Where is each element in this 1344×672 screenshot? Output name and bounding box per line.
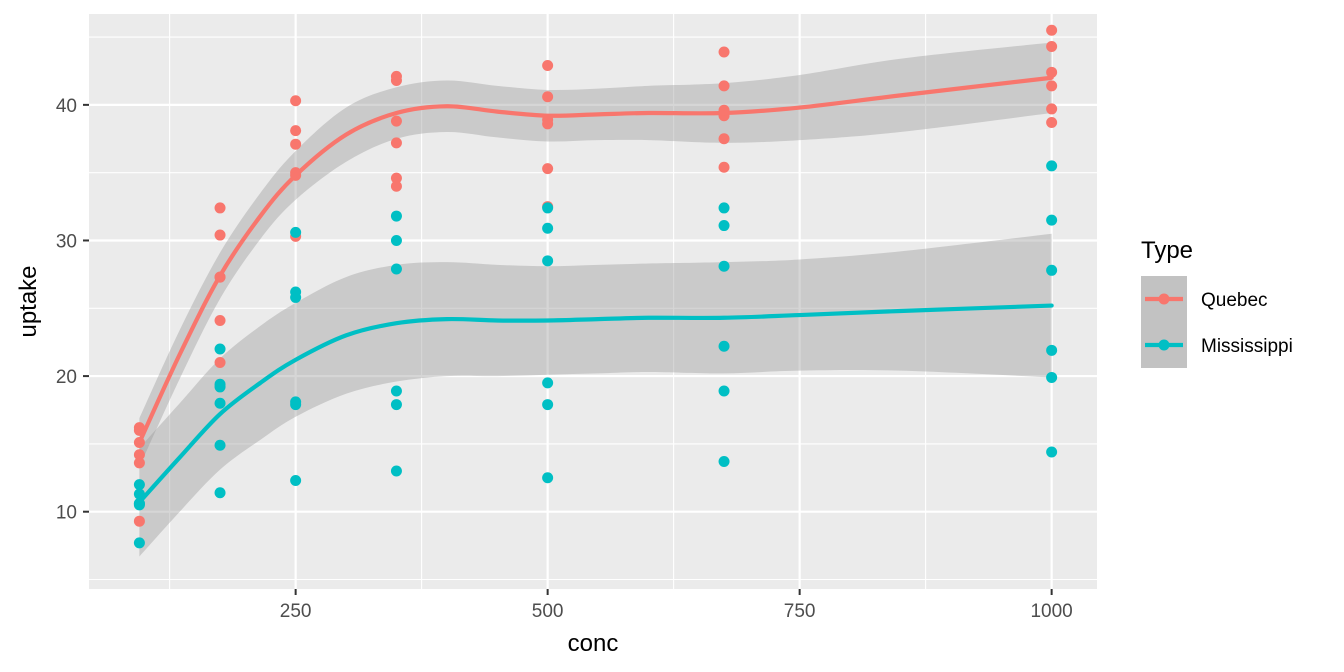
point-quebec: [542, 163, 554, 175]
point-quebec: [390, 180, 402, 192]
point-mississippi: [290, 475, 302, 487]
point-quebec: [290, 138, 302, 150]
x-tick-label: 500: [532, 601, 564, 622]
point-mississippi: [542, 255, 554, 267]
x-axis: 250 500 750 1000: [280, 589, 1073, 622]
y-axis-title: uptake: [15, 265, 42, 337]
point-quebec: [133, 457, 145, 469]
point-mississippi: [1046, 160, 1058, 172]
y-axis: 10 20 30 40: [56, 96, 89, 524]
x-axis-title: conc: [568, 630, 619, 657]
plot-panel: [89, 14, 1097, 589]
y-tick-label: 20: [56, 367, 77, 388]
point-mississippi: [542, 377, 554, 389]
point-quebec: [214, 357, 226, 369]
point-mississippi: [214, 487, 226, 499]
point-mississippi: [133, 479, 145, 491]
point-mississippi: [1046, 446, 1058, 458]
point-mississippi: [718, 456, 730, 468]
point-mississippi: [718, 340, 730, 352]
point-mississippi: [290, 291, 302, 303]
point-mississippi: [390, 465, 402, 477]
point-mississippi: [214, 343, 226, 355]
point-mississippi: [214, 397, 226, 409]
point-mississippi: [290, 399, 302, 411]
point-mississippi: [542, 472, 554, 484]
y-tick-label: 30: [56, 231, 77, 252]
point-mississippi: [718, 220, 730, 232]
smooth-line-mississippi: [137, 303, 1054, 505]
point-mississippi: [718, 385, 730, 397]
point-mississippi: [718, 202, 730, 214]
point-mississippi: [390, 210, 402, 222]
y-tick-label: 10: [56, 503, 77, 524]
point-mississippi: [214, 439, 226, 451]
point-quebec: [718, 80, 730, 92]
confidence-band-quebec: [139, 42, 1052, 467]
x-tick-label: 250: [280, 601, 312, 622]
legend-point-quebec: [1158, 293, 1170, 305]
point-mississippi: [290, 226, 302, 238]
x-tick-label: 1000: [1030, 601, 1072, 622]
point-quebec: [290, 125, 302, 137]
point-mississippi: [1046, 371, 1058, 383]
point-quebec: [1046, 66, 1058, 78]
point-quebec: [718, 161, 730, 173]
point-mississippi: [1046, 344, 1058, 356]
point-quebec: [542, 60, 554, 72]
smooth-lines: [137, 75, 1054, 505]
point-mississippi: [542, 399, 554, 411]
point-quebec: [390, 70, 402, 82]
point-quebec: [214, 314, 226, 326]
point-quebec: [390, 172, 402, 184]
y-tick-label: 40: [56, 96, 77, 117]
point-mississippi: [390, 234, 402, 246]
point-mississippi: [542, 222, 554, 234]
point-mississippi: [718, 260, 730, 272]
legend-point-mississippi: [1158, 339, 1170, 351]
point-quebec: [214, 229, 226, 241]
point-quebec: [133, 515, 145, 527]
point-quebec: [718, 133, 730, 145]
point-mississippi: [1046, 214, 1058, 226]
point-quebec: [542, 91, 554, 103]
legend-title: Type: [1141, 237, 1193, 264]
point-mississippi: [390, 385, 402, 397]
point-quebec: [390, 137, 402, 149]
legend-label-mississippi: Mississippi: [1201, 336, 1293, 357]
point-quebec: [718, 46, 730, 58]
point-mississippi: [1046, 264, 1058, 276]
point-quebec: [290, 95, 302, 107]
point-quebec: [1046, 103, 1058, 115]
point-quebec: [133, 449, 145, 461]
point-quebec: [1046, 80, 1058, 92]
point-quebec: [1046, 116, 1058, 128]
smooth-line-quebec: [137, 75, 1054, 445]
point-quebec: [1046, 24, 1058, 36]
point-mississippi: [390, 263, 402, 275]
point-quebec: [390, 115, 402, 127]
legend: Type Quebec Mississippi: [1141, 237, 1293, 368]
point-quebec: [1046, 41, 1058, 53]
point-mississippi: [133, 537, 145, 549]
point-quebec: [214, 202, 226, 214]
legend-label-quebec: Quebec: [1201, 290, 1268, 311]
point-mississippi: [542, 202, 554, 214]
point-quebec: [133, 422, 145, 434]
point-mississippi: [214, 378, 226, 390]
x-tick-label: 750: [784, 601, 816, 622]
point-mississippi: [390, 399, 402, 411]
